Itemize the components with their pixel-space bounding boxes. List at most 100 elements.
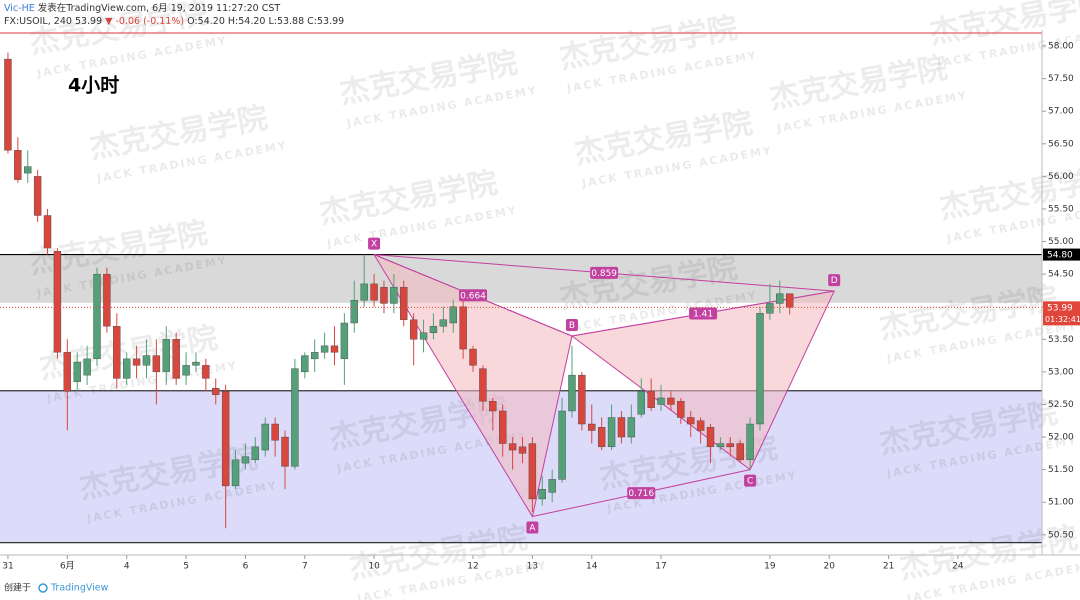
- y-tick-label: 54.50: [1048, 270, 1074, 280]
- candle-body: [172, 339, 180, 379]
- point-label: C: [747, 477, 753, 487]
- y-tick-label: 50.50: [1048, 530, 1074, 540]
- candle-body: [568, 374, 576, 412]
- x-tick-label: 17: [655, 562, 666, 572]
- price-label-box: [1043, 301, 1080, 326]
- ratio-box: [590, 266, 619, 279]
- price-label-box: [1043, 248, 1080, 261]
- candle-body: [14, 150, 22, 180]
- candle-body: [24, 166, 32, 174]
- candle-body: [548, 479, 556, 493]
- y-tick-label: 53.50: [1048, 335, 1074, 345]
- candle-body: [667, 397, 675, 405]
- candle-body: [320, 345, 329, 353]
- chart-title: 4小时: [68, 75, 119, 97]
- header-line-1: Vic-HE 发表在TradingView.com, 6月 19, 2019 1…: [4, 2, 280, 14]
- countdown: 01:32:41: [1045, 315, 1080, 324]
- candle-body: [330, 345, 339, 353]
- candle-body: [736, 443, 744, 461]
- candle-body: [558, 410, 566, 480]
- y-tick-label: 56.50: [1048, 139, 1074, 149]
- candle-body: [73, 361, 81, 382]
- candle-body: [103, 273, 111, 327]
- x-tick-label: 24: [952, 562, 964, 572]
- point-label: D: [831, 276, 838, 286]
- candle-body: [647, 391, 655, 408]
- candle-body: [182, 365, 190, 376]
- tv-logo: [38, 583, 48, 593]
- candle-body: [340, 322, 349, 360]
- y-tick-label: 56.00: [1048, 172, 1074, 182]
- point-box: [744, 474, 757, 487]
- symbol: FX:USOIL, 240: [4, 16, 72, 27]
- ratio-box: [459, 289, 488, 302]
- point-box: [526, 521, 539, 534]
- candle-body: [716, 443, 725, 448]
- point-box: [368, 237, 381, 250]
- candle-body: [776, 293, 784, 304]
- candle-body: [499, 410, 507, 444]
- ratio-box: [627, 487, 656, 500]
- x-tick-label: 12: [467, 562, 478, 572]
- x-tick-label: 13: [527, 562, 538, 572]
- candle-body: [390, 286, 398, 304]
- x-tick-label: 10: [368, 562, 380, 572]
- candle-body: [479, 368, 487, 402]
- candle-body: [657, 397, 665, 405]
- candle-body: [785, 293, 794, 308]
- candle-body: [439, 319, 448, 327]
- candle-body: [677, 401, 685, 418]
- y-tick-label: 52.50: [1048, 400, 1074, 410]
- candle-body: [687, 417, 695, 425]
- candle-body: [152, 355, 161, 373]
- candle-body: [706, 427, 715, 448]
- point-box: [565, 319, 578, 332]
- candle-body: [459, 306, 467, 350]
- candle-body: [113, 326, 121, 379]
- ratio-box: [689, 307, 718, 320]
- candle-body: [63, 352, 72, 392]
- candle-body: [489, 401, 497, 412]
- zone: [0, 254, 1042, 303]
- candle-body: [202, 365, 210, 379]
- candle-body: [350, 299, 358, 324]
- candle-body: [271, 423, 279, 441]
- candle-body: [726, 443, 734, 448]
- point-label: X: [371, 240, 377, 250]
- candle-body: [429, 326, 438, 333]
- candle-body: [746, 423, 754, 461]
- y-tick-label: 51.00: [1048, 498, 1074, 508]
- candle-body: [380, 286, 388, 304]
- candle-body: [192, 361, 200, 366]
- candle-body: [231, 459, 240, 487]
- y-tick-label: 51.50: [1048, 465, 1074, 475]
- candle-body: [588, 423, 596, 431]
- candle-body: [370, 283, 378, 301]
- candle-body: [212, 387, 220, 395]
- y-tick-label: 55.50: [1048, 204, 1074, 214]
- y-tick-label: 57.00: [1048, 107, 1074, 117]
- candle-body: [400, 286, 408, 320]
- candle-body: [281, 436, 289, 467]
- candle-body: [360, 283, 368, 301]
- x-tick-label: 7: [302, 562, 308, 572]
- x-tick-label: 14: [586, 562, 598, 572]
- candle-body: [162, 339, 170, 373]
- candle-body: [637, 391, 645, 415]
- candle-body: [142, 355, 151, 366]
- ratio-label: 0.859: [591, 269, 617, 279]
- candle-body: [419, 332, 428, 340]
- point-box: [828, 274, 841, 287]
- candle-body: [43, 215, 52, 249]
- candle-body: [607, 417, 616, 448]
- candle-body: [578, 374, 586, 425]
- candle-body: [518, 446, 527, 454]
- footer-created: 创建于: [4, 582, 31, 594]
- candle-body: [53, 251, 62, 353]
- x-tick-label: 19: [764, 562, 776, 572]
- y-tick-label: 58.00: [1048, 42, 1074, 52]
- candle-body: [528, 443, 537, 500]
- x-tick-label: 6月: [60, 561, 75, 572]
- point-label: B: [569, 321, 575, 331]
- candle-body: [696, 420, 705, 431]
